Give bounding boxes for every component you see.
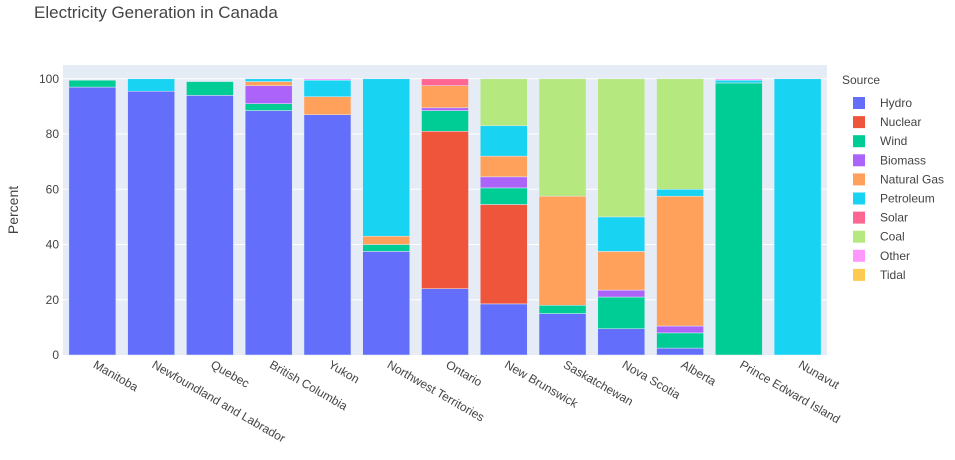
legend-label: Natural Gas	[880, 172, 944, 186]
legend-swatch	[853, 135, 865, 148]
bar-segment	[656, 78, 704, 190]
x-tick-label: Manitoba	[91, 357, 141, 394]
legend-swatch	[853, 173, 865, 186]
bar-segment	[362, 235, 410, 245]
chart-title: Electricity Generation in Canada	[34, 3, 278, 22]
x-tick-label: Prince Edward Island	[737, 357, 842, 426]
bar-segment	[362, 78, 410, 237]
bar-segment	[362, 251, 410, 356]
bar-segment	[538, 78, 587, 197]
y-tick-label: 80	[46, 127, 60, 141]
bars	[68, 78, 822, 356]
bar-segment	[597, 251, 646, 291]
bar-segment	[715, 78, 763, 81]
legend-label: Other	[880, 249, 910, 263]
bar-segment	[421, 85, 469, 109]
x-tick-label: Nunavut	[796, 357, 842, 392]
x-tick-label: Ontario	[444, 357, 485, 389]
bar-segment	[656, 332, 704, 349]
legend-swatch	[853, 249, 865, 262]
bar-segment	[186, 81, 234, 96]
bar-segment	[303, 78, 352, 81]
y-tick-label: 0	[52, 348, 59, 362]
legend-label: Biomass	[880, 153, 926, 167]
legend-swatch	[853, 116, 865, 129]
legend-label: Nuclear	[880, 115, 921, 129]
bar-segment	[597, 296, 646, 330]
bar-segment	[597, 289, 646, 298]
bar-segment	[421, 131, 469, 289]
bar-segment	[715, 82, 763, 356]
x-tick-label: Northwest Territories	[385, 357, 487, 424]
y-tick-label: 40	[46, 238, 60, 252]
bar-segment	[421, 107, 469, 111]
bar-segment	[244, 81, 293, 86]
bar-segment	[597, 78, 646, 218]
bar-segment	[715, 79, 763, 84]
legend-swatch	[853, 154, 865, 167]
x-tick-label: Alberta	[679, 357, 719, 388]
bar-segment	[597, 328, 646, 356]
x-tick-label: Quebec	[208, 357, 251, 390]
bar-segment	[597, 216, 646, 252]
y-axis-title: Percent	[5, 186, 21, 234]
legend-label: Tidal	[880, 268, 906, 282]
y-axis-ticks: 0 20 40 60 80 100	[39, 72, 59, 362]
legend-swatch	[853, 268, 865, 281]
y-tick-label: 20	[46, 293, 60, 307]
bar-segment	[303, 114, 352, 356]
bar-segment	[656, 195, 704, 327]
legend: Source Hydro Nuclear Wind Biomass Natural Ga…	[842, 73, 944, 282]
bar-segment	[127, 78, 175, 92]
bar-segment	[538, 313, 587, 356]
bar-segment	[303, 79, 352, 98]
bar-segment	[480, 155, 528, 178]
legend-label: Wind	[880, 134, 907, 148]
legend-label: Solar	[880, 211, 908, 225]
legend-swatch	[853, 211, 865, 224]
bar-segment	[303, 96, 352, 115]
bar-segment	[656, 347, 704, 356]
bar-segment	[480, 187, 528, 205]
y-tick-label: 100	[39, 72, 59, 86]
bar-segment	[244, 110, 293, 356]
bar-segment	[480, 303, 528, 356]
legend-title: Source	[842, 73, 880, 87]
bar-segment	[362, 244, 410, 252]
bar-segment	[480, 204, 528, 305]
bar-segment	[656, 189, 704, 197]
legend-swatch	[853, 97, 865, 109]
legend-label: Petroleum	[880, 192, 935, 206]
legend-label: Coal	[880, 230, 905, 244]
bar-segment	[480, 176, 528, 189]
bar-segment	[773, 78, 822, 356]
bar-segment	[421, 78, 469, 86]
legend-label: Hydro	[880, 96, 912, 110]
bar-segment	[421, 110, 469, 132]
bar-segment	[656, 325, 704, 334]
y-tick-label: 60	[46, 182, 60, 196]
bar-segment	[186, 95, 234, 356]
x-tick-label: Yukon	[326, 357, 362, 386]
bar-segment	[68, 86, 117, 356]
legend-swatch	[853, 230, 865, 243]
bar-segment	[127, 90, 175, 356]
bar-segment	[480, 125, 528, 157]
bar-segment	[480, 78, 528, 127]
bar-segment	[244, 85, 293, 104]
bar-segment	[244, 78, 293, 82]
bar-segment	[68, 79, 117, 88]
bar-segment	[538, 305, 587, 314]
bar-segment	[421, 288, 469, 356]
bar-segment	[244, 103, 293, 111]
legend-swatch	[853, 192, 865, 205]
bar-segment	[538, 195, 587, 306]
